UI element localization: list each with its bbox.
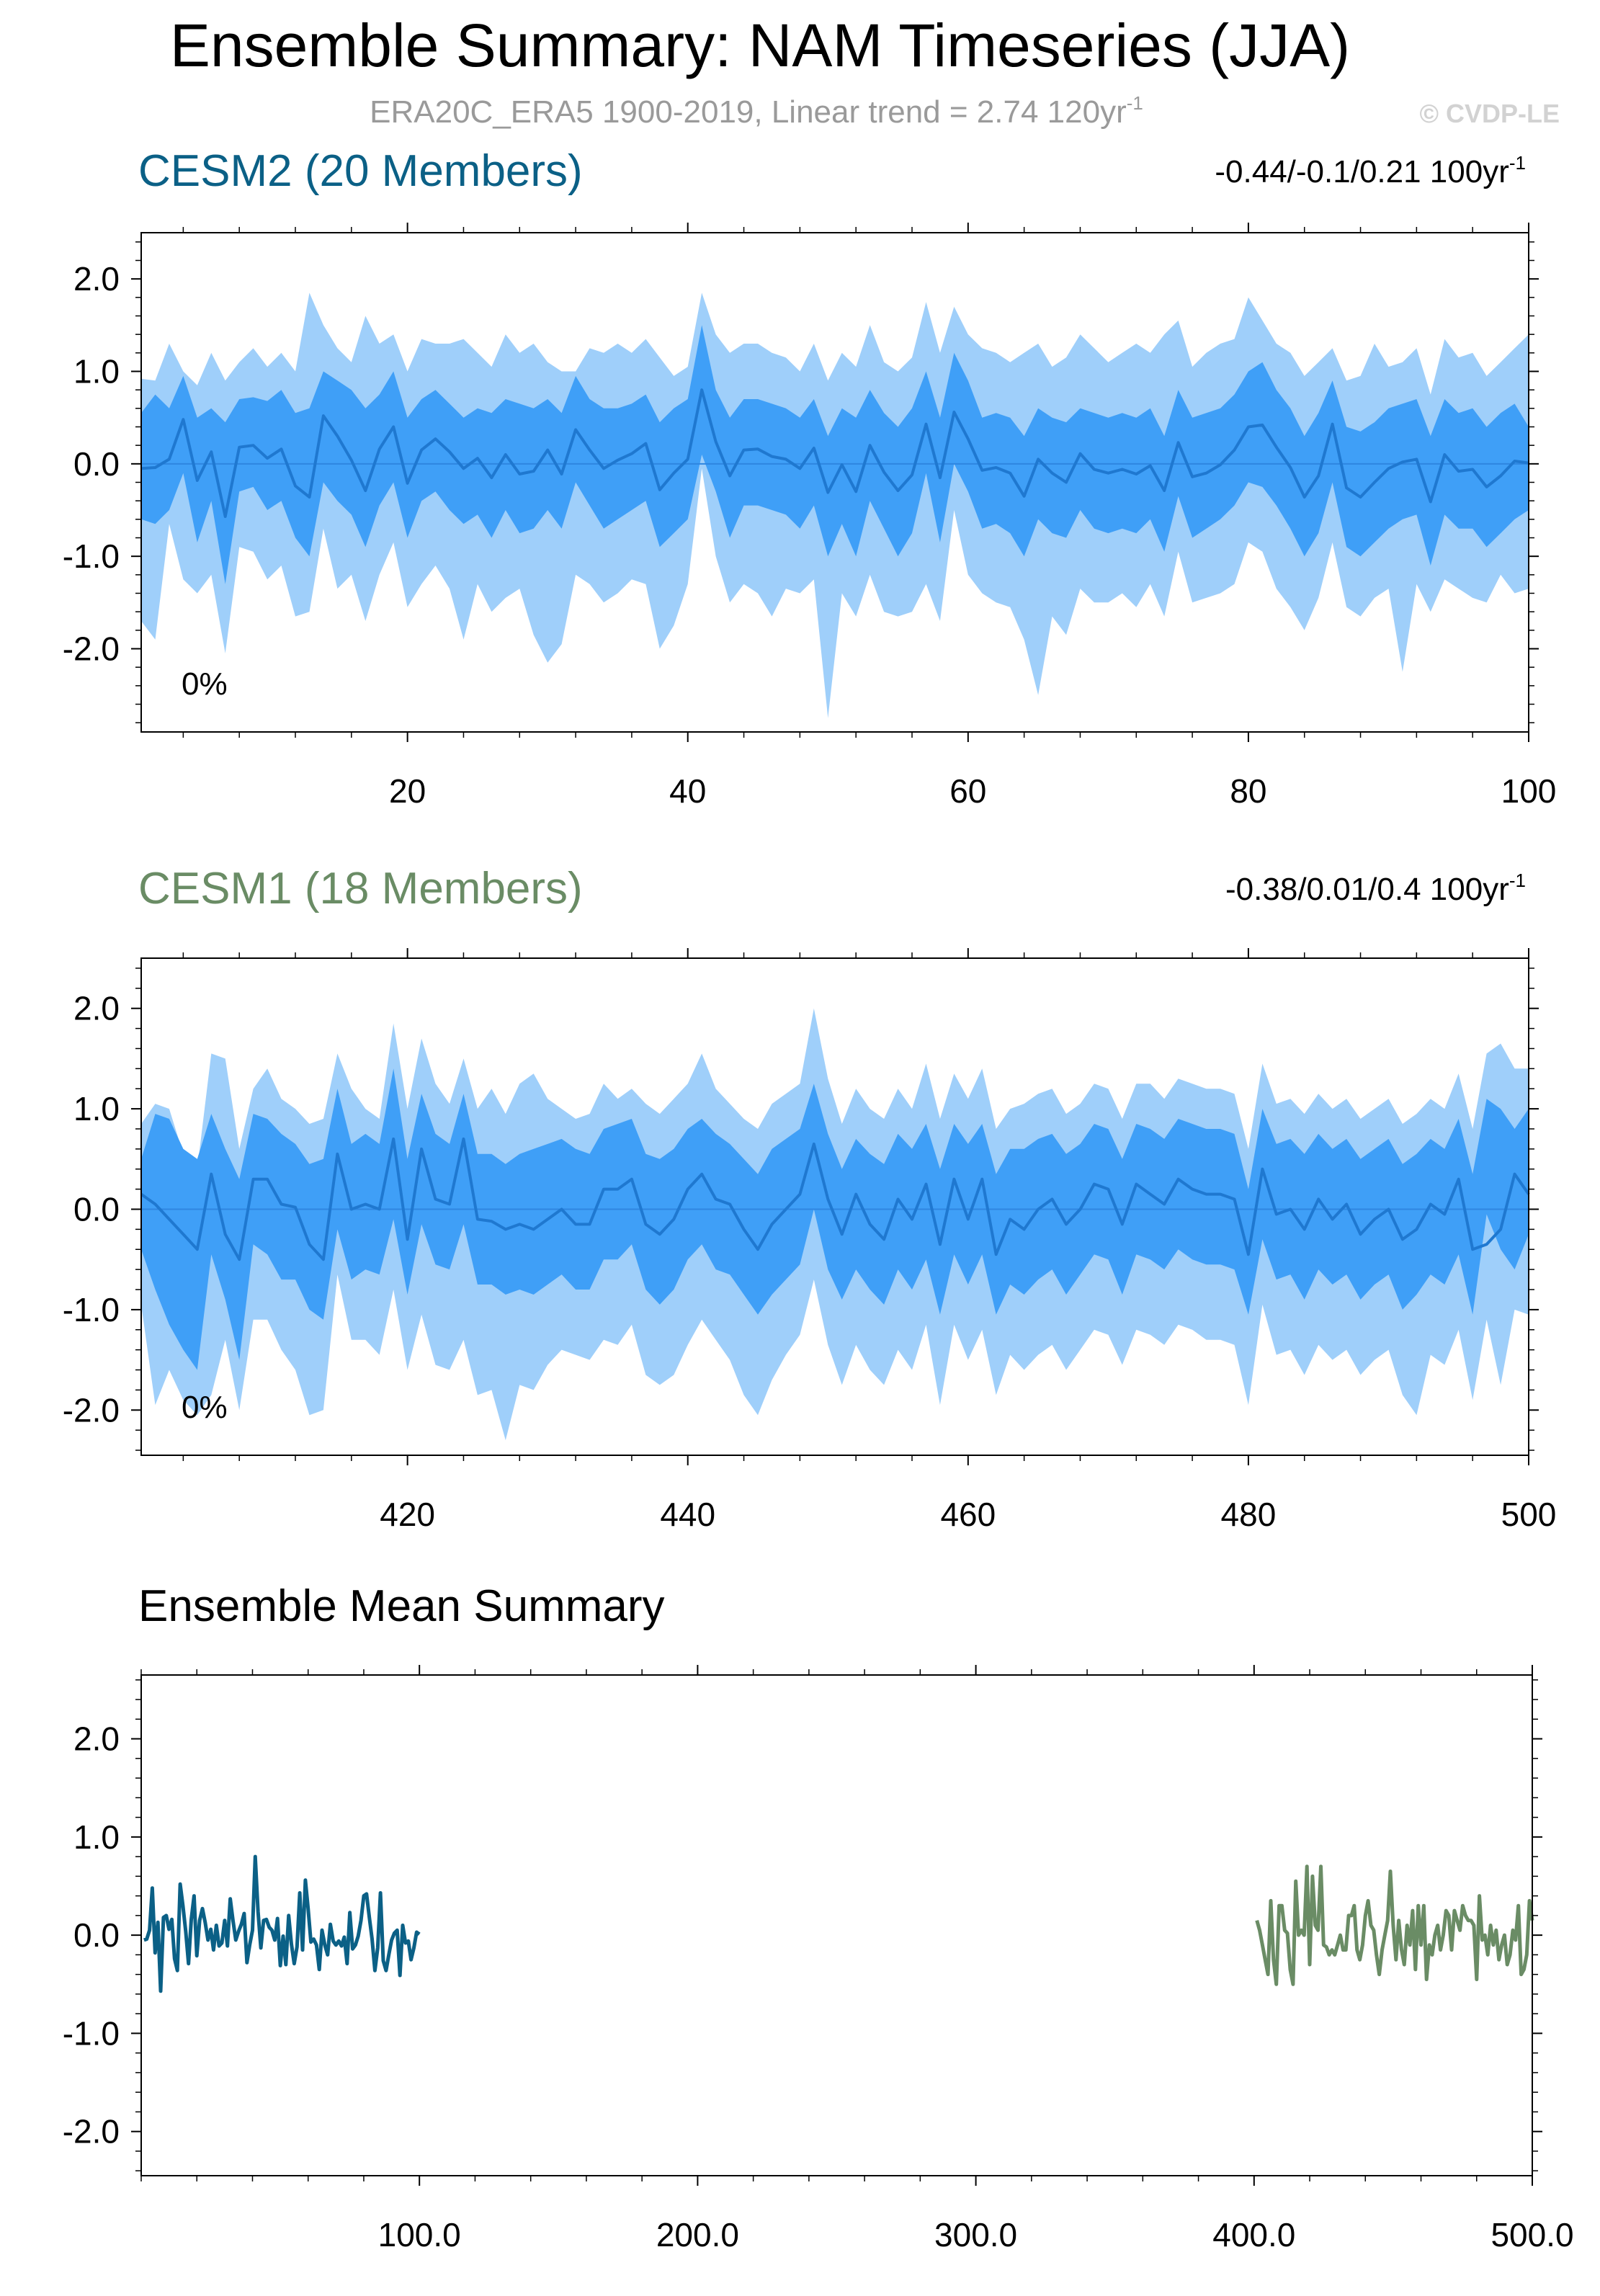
figure-subtitle: ERA20C_ERA5 1900-2019, Linear trend = 2.…	[370, 92, 1143, 130]
panel-title: CESM1 (18 Members)	[138, 864, 583, 914]
x-tick-label: 440	[660, 1496, 715, 1533]
y-tick-label: -2.0	[63, 2113, 120, 2150]
x-tick-label: 100.0	[378, 2216, 461, 2253]
panel-ensemble-mean: 2.0 1.0 0.0 -1.0 -2.0 100.0 200.0 300.0 400.0 500…	[63, 1581, 1574, 2253]
y-tick-label: 0.0	[73, 1190, 120, 1228]
y-tick-label: 2.0	[73, 1720, 120, 1758]
x-tick-label: 420	[380, 1496, 435, 1533]
trend-text: -0.44/-0.1/0.21 100yr-1	[1215, 152, 1526, 189]
x-tick-label: 500	[1501, 1496, 1557, 1533]
y-tick-label: -2.0	[63, 1391, 120, 1429]
x-tick-label: 500.0	[1490, 2216, 1573, 2253]
figure-subtitle-exponent: -1	[1127, 92, 1143, 114]
summary-line-cesm1	[1255, 1864, 1534, 1986]
panel-cesm2: 2.0 1.0 0.0 -1.0 -2.0 20 40 60 80 100 CESM2 (20 Me…	[63, 146, 1557, 810]
y-tick-label: 1.0	[73, 1090, 120, 1127]
x-tick-label: 400.0	[1212, 2216, 1295, 2253]
panel-cesm1: 2.0 1.0 0.0 -1.0 -2.0 420 440 460 480 500 CESM1 (1…	[63, 864, 1557, 1533]
plot-frame	[140, 1674, 1533, 2176]
y-tick-label: 2.0	[73, 990, 120, 1027]
y-tick-label: 0.0	[73, 1916, 120, 1954]
x-tick-label: 20	[389, 772, 426, 810]
x-tick-label: 480	[1221, 1496, 1277, 1533]
trend-exponent: -1	[1509, 152, 1526, 174]
y-tick-label: -1.0	[63, 2014, 120, 2052]
ensemble-mean-line	[140, 1137, 1530, 1261]
panel-title: CESM2 (20 Members)	[138, 146, 583, 196]
x-tick-label: 100	[1501, 772, 1557, 810]
trend-value: -0.44/-0.1/0.21 100yr	[1215, 154, 1509, 189]
inner-range-band	[141, 325, 1529, 584]
y-tick-label: 0.0	[73, 445, 120, 483]
trend-text: -0.38/0.01/0.4 100yr-1	[1225, 870, 1526, 907]
trend-value: -0.38/0.01/0.4 100yr	[1225, 872, 1509, 907]
panel-title: Ensemble Mean Summary	[138, 1581, 665, 1631]
y-tick-label: -1.0	[63, 1291, 120, 1328]
x-tick-label: 80	[1230, 772, 1266, 810]
trend-exponent: -1	[1509, 870, 1526, 891]
summary-line-cesm2	[143, 1854, 421, 1993]
y-tick-label: 1.0	[73, 353, 120, 390]
x-tick-label: 40	[669, 772, 706, 810]
y-tick-label: -1.0	[63, 537, 120, 575]
x-tick-label: 200.0	[656, 2216, 739, 2253]
y-tick-label: 2.0	[73, 260, 120, 298]
figure-title: Ensemble Summary: NAM Timeseries (JJA)	[170, 12, 1350, 79]
x-tick-label: 300.0	[934, 2216, 1017, 2253]
percent-label: 0%	[182, 666, 228, 702]
ensemble-mean-line	[140, 388, 1529, 518]
x-tick-label: 460	[940, 1496, 996, 1533]
plot-frame	[140, 957, 1529, 1456]
y-tick-label: -2.0	[63, 630, 120, 668]
x-tick-label: 60	[949, 772, 986, 810]
percent-label: 0%	[182, 1390, 228, 1425]
credit-watermark: © CVDP-LE	[1419, 99, 1560, 128]
y-tick-label: 1.0	[73, 1818, 120, 1856]
